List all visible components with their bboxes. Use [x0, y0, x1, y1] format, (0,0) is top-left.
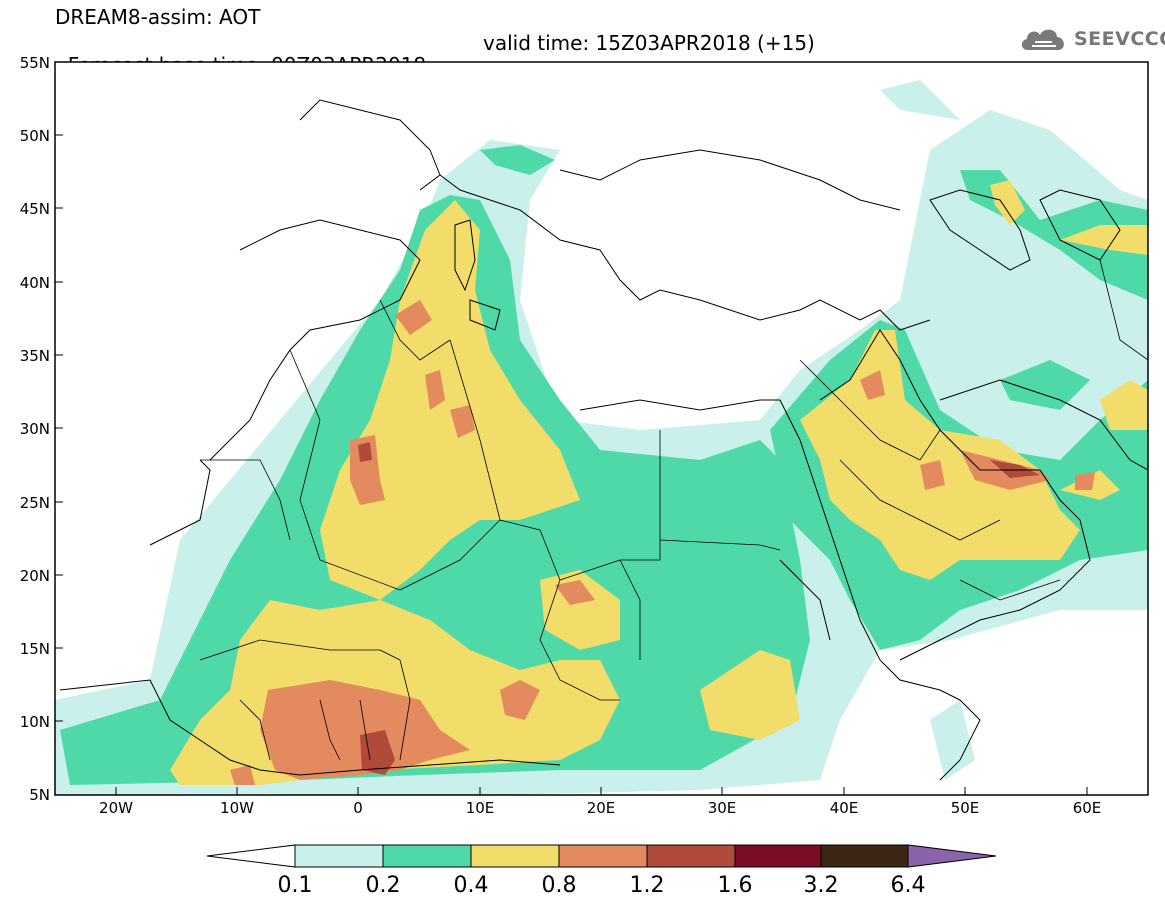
colorbar-bin-1.6-3.2: [734, 844, 822, 868]
aot-band-1.2: [358, 442, 1040, 775]
valid-time: valid time: 15Z03APR2018 (+15): [483, 31, 815, 55]
lon-label: 60E: [1073, 799, 1102, 817]
colorbar-under-triangle: [206, 844, 296, 868]
colorbar-bin-1.2-1.6: [646, 844, 736, 868]
colorbar-tick: 1.6: [718, 873, 753, 898]
colorbar-labels: 0.1 0.2 0.4 0.8 1.2 1.6 3.2 6.4: [278, 873, 926, 898]
lat-label: 25N: [20, 494, 50, 512]
lon-label: 0: [353, 799, 363, 817]
colorbar-over-triangle: [907, 844, 997, 868]
lat-label: 30N: [20, 420, 50, 438]
colorbar-tick: 3.2: [804, 873, 839, 898]
cloud-icon: [1021, 29, 1064, 50]
lat-label: 55N: [20, 54, 50, 72]
lat-label: 35N: [20, 347, 50, 365]
colorbar-tick: 6.4: [891, 873, 926, 898]
lon-label: 40E: [830, 799, 859, 817]
colorbar-tick: 0.4: [454, 873, 489, 898]
lat-label: 15N: [20, 640, 50, 658]
lon-label: 10W: [220, 799, 254, 817]
lat-label: 50N: [20, 127, 50, 145]
lon-label: 10E: [466, 799, 495, 817]
lat-label: 45N: [20, 200, 50, 218]
coastlines: [59, 99, 1148, 781]
lon-label: 50E: [951, 799, 980, 817]
aot-contours: [55, 80, 1148, 795]
colorbar: [206, 844, 997, 868]
logo-text: SEEVCCC: [1074, 28, 1165, 50]
lon-label: 30E: [708, 799, 737, 817]
lon-axis: 20W 10W 0 10E 20E 30E 40E 50E 60E: [99, 787, 1101, 817]
colorbar-tick: 0.1: [278, 873, 313, 898]
lat-label: 40N: [20, 274, 50, 292]
colorbar-bin-3.2-6.4: [820, 844, 909, 868]
chart-title: DREAM8-assim: AOT: [55, 5, 261, 29]
colorbar-bin-0.4-0.8: [470, 844, 560, 868]
lat-label: 5N: [29, 786, 50, 804]
colorbar-tick: 0.8: [542, 873, 577, 898]
colorbar-bin-0.2-0.4: [382, 844, 472, 868]
lat-axis: 55N 50N 45N 40N 35N 30N 25N 20N 15N 10N …: [20, 54, 63, 804]
country-borders: [199, 259, 1148, 761]
seevccc-logo: SEEVCCC: [1018, 22, 1165, 56]
lon-label: 20E: [587, 799, 616, 817]
colorbar-tick: 0.2: [366, 873, 401, 898]
colorbar-bin-0.1-0.2: [294, 844, 384, 868]
colorbar-bin-0.8-1.2: [558, 844, 648, 868]
lat-label: 10N: [20, 713, 50, 731]
colorbar-tick: 1.2: [630, 873, 665, 898]
lat-label: 20N: [20, 567, 50, 585]
lon-label: 20W: [99, 799, 133, 817]
